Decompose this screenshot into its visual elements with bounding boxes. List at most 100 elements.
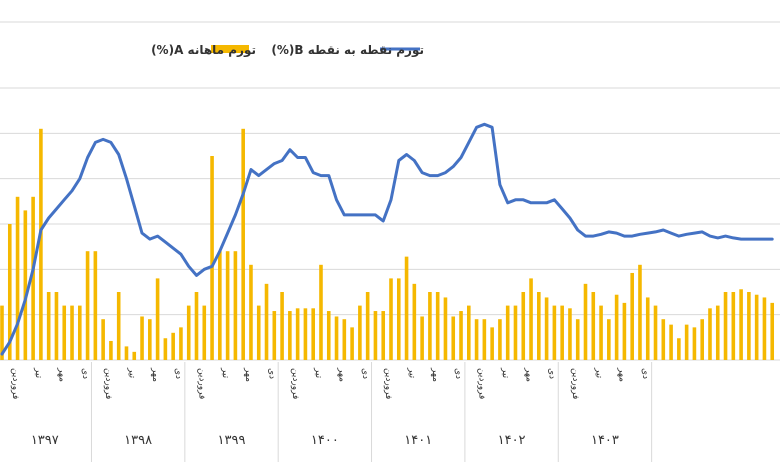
bar	[467, 305, 471, 360]
yoy-line-path	[0, 122, 774, 356]
bar	[358, 305, 362, 360]
bar	[225, 251, 230, 360]
bar	[350, 327, 354, 360]
bar	[288, 311, 292, 360]
bar	[692, 327, 697, 360]
bar	[93, 251, 98, 360]
month-tick-label: دی	[453, 368, 463, 379]
bar	[241, 128, 245, 360]
month-tick-label: تیر	[126, 367, 136, 379]
bar	[599, 305, 603, 360]
bar	[85, 251, 90, 360]
bar	[311, 308, 315, 360]
month-tick-label: تیر	[500, 367, 510, 379]
bar	[614, 294, 619, 360]
bar	[762, 297, 767, 360]
month-tick-label: دی	[267, 368, 277, 379]
month-tick-label: تیر	[33, 367, 43, 379]
month-tick-label: مهر	[337, 367, 347, 382]
bar	[529, 278, 533, 360]
bar	[272, 311, 277, 360]
bar	[326, 311, 331, 360]
month-tick-label: دی	[640, 368, 650, 379]
bar	[474, 319, 479, 360]
bar	[544, 297, 549, 360]
month-tick-label: مهر	[430, 367, 440, 382]
bar	[505, 305, 510, 360]
month-tick-label: تیر	[313, 367, 323, 379]
bar	[140, 316, 144, 360]
bar	[521, 292, 526, 360]
bar	[412, 283, 417, 360]
bar	[700, 319, 704, 360]
bar	[148, 319, 152, 360]
bar	[607, 319, 611, 360]
year-label: ۱۴۰۰	[311, 433, 339, 448]
bar	[420, 316, 424, 360]
month-tick-label: مهر	[243, 367, 253, 382]
yoy-line	[0, 122, 774, 356]
month-tick-label: فروردین	[477, 368, 487, 399]
bar	[171, 332, 175, 360]
month-tick-label: دی	[80, 368, 90, 379]
bar	[218, 251, 222, 360]
bar	[109, 340, 113, 360]
bar	[731, 292, 736, 360]
bar	[124, 346, 129, 360]
bar	[342, 319, 347, 360]
month-tick-label: دی	[173, 368, 183, 379]
month-tick-label: دی	[547, 368, 557, 379]
bar	[132, 351, 137, 360]
bar	[443, 297, 448, 360]
bar	[264, 283, 269, 360]
month-tick-label: مهر	[150, 367, 160, 382]
bar	[62, 305, 67, 360]
bar	[498, 319, 502, 360]
bar	[622, 302, 627, 360]
bar	[482, 319, 487, 360]
bar	[451, 316, 456, 360]
bar	[389, 278, 393, 360]
bar	[770, 302, 775, 360]
bar	[583, 283, 588, 360]
bar	[295, 308, 300, 360]
bar	[319, 264, 323, 360]
bar	[459, 311, 463, 360]
bar	[78, 305, 82, 360]
bar	[46, 292, 51, 360]
month-tick-label: فروردین	[383, 368, 393, 399]
bar	[373, 311, 378, 360]
bar	[669, 324, 673, 360]
month-tick-label: مهر	[56, 367, 66, 382]
bar	[163, 338, 168, 360]
bar	[116, 292, 121, 360]
bar	[747, 292, 751, 360]
month-tick-label: تیر	[407, 367, 417, 379]
bar	[179, 327, 183, 360]
bar	[490, 327, 494, 360]
bar	[630, 272, 634, 360]
bar	[404, 256, 409, 360]
bar	[101, 319, 105, 360]
bar	[303, 308, 308, 360]
legend-label-monthly: تورم ماهانه A(%)	[151, 43, 256, 58]
bar	[54, 292, 59, 360]
bar	[435, 292, 440, 360]
bar	[560, 305, 564, 360]
year-label: ۱۳۹۹	[218, 433, 246, 448]
bar	[31, 196, 35, 360]
bar	[754, 294, 759, 360]
bar	[334, 316, 339, 360]
bar	[739, 289, 743, 360]
bar	[708, 308, 712, 360]
bar	[256, 305, 261, 360]
month-tick-label: فروردین	[10, 368, 20, 399]
year-label: ۱۳۹۷	[31, 433, 59, 448]
month-tick-label: فروردین	[103, 368, 113, 399]
gridlines	[0, 21, 780, 361]
year-label: ۱۳۹۸	[124, 433, 152, 448]
bar	[513, 305, 518, 360]
legend-swatch-monthly	[211, 45, 249, 53]
year-label: ۱۴۰۱	[404, 433, 432, 448]
bar	[715, 305, 720, 360]
